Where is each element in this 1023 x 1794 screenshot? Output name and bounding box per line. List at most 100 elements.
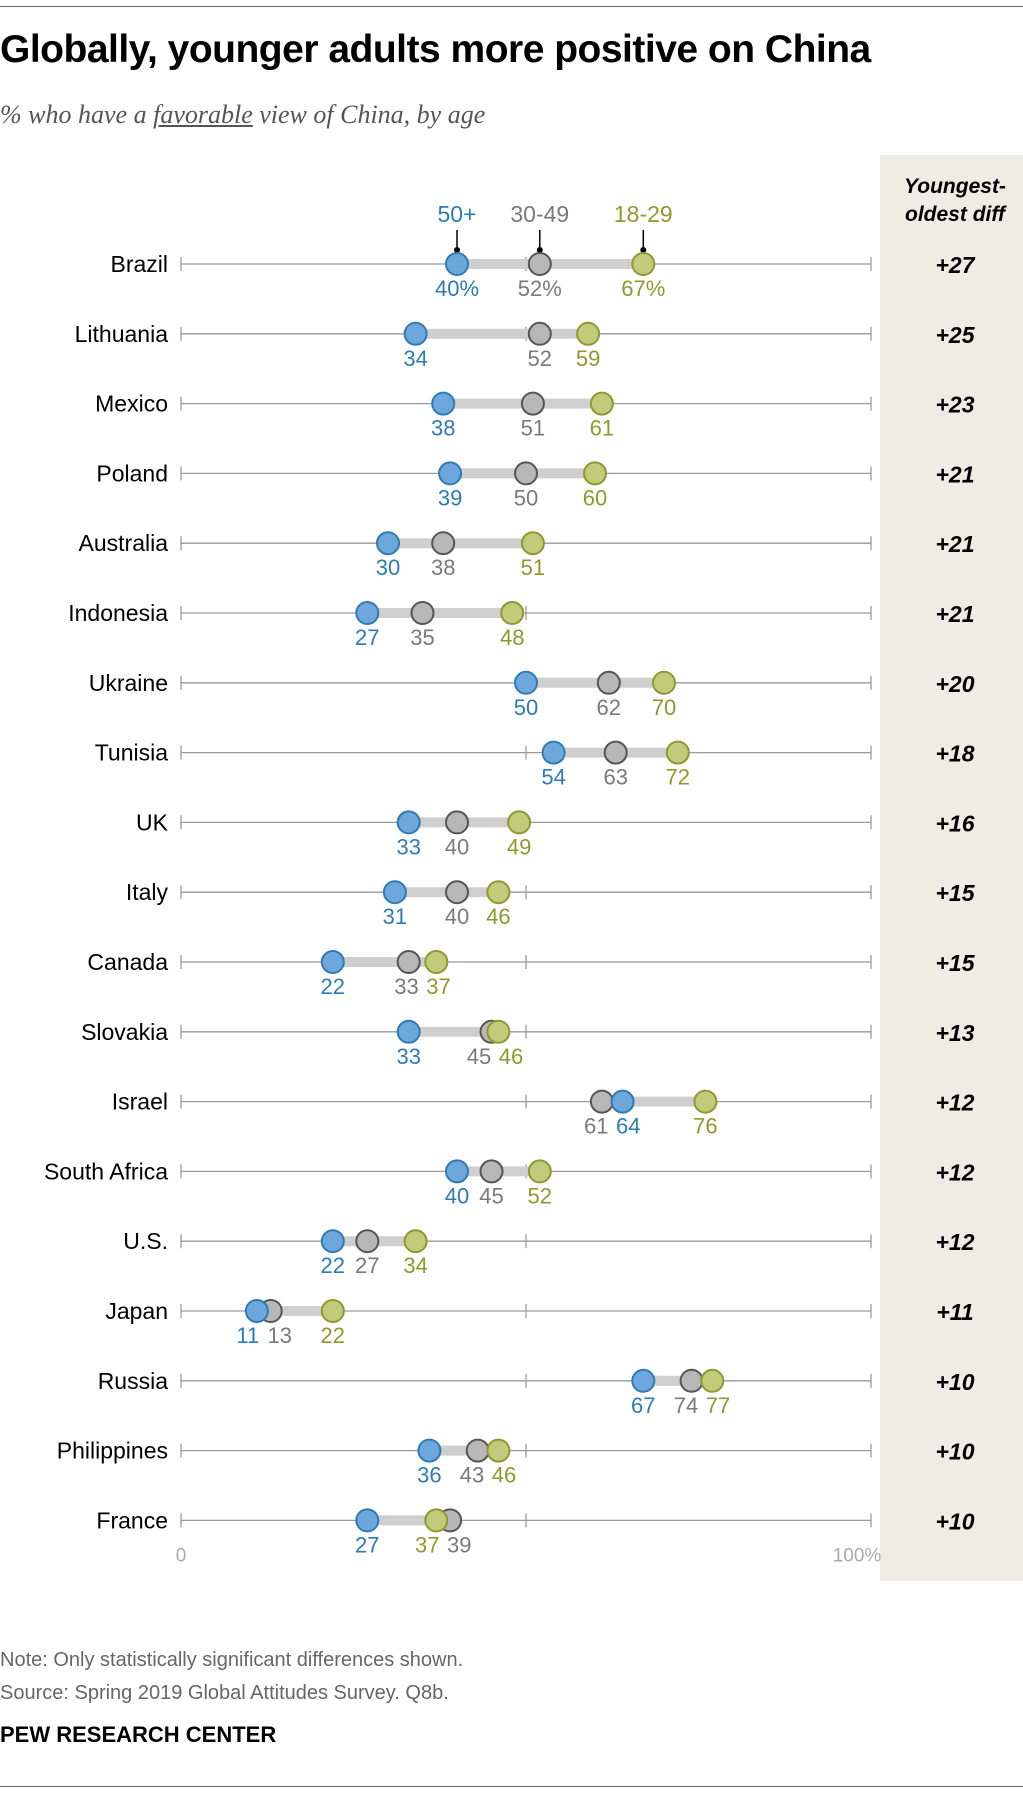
diff-value: +21 [935,461,974,487]
dot-young [424,950,449,974]
value-label-middle: 63 [603,765,627,790]
diff-value: +21 [935,601,974,627]
dot-older [355,601,380,625]
dot-older [320,1229,345,1254]
value-label-young: 60 [583,485,607,510]
value-label-middle: 52 [528,346,552,371]
dot-older [445,1159,469,1184]
dot-older [514,670,538,695]
legend-label-middle: 30-49 [510,201,569,227]
country-label: Slovakia [81,1019,168,1045]
value-label-older: 31 [383,904,407,929]
diff-header-line1: Youngest- [904,175,1006,198]
value-label-young: 48 [500,625,524,650]
dot-plot-chart: Youngest-oldest diff 0 100% Brazil 50+ 30-49 1… [44,155,1023,1581]
dot-older [631,1368,656,1393]
chart-subtitle: % who have a favorable view of China, by… [0,100,485,130]
diff-value: +23 [935,392,974,418]
value-label-older: 11 [236,1323,259,1348]
dot-young [403,1229,428,1254]
x-axis-max-label: 100% [833,1545,882,1566]
value-label-older: 22 [321,974,345,999]
value-label-young: 46 [492,1463,516,1488]
bottom-rule [0,1786,1023,1787]
value-label-middle: 38 [431,555,455,580]
subtitle-underlined: favorable [153,100,253,129]
dot-young [424,1508,449,1533]
dot-middle [431,531,456,556]
dot-middle [445,880,469,905]
country-label: Tunisia [95,740,168,766]
country-label: Japan [105,1298,168,1324]
value-label-older: 36 [417,1463,441,1488]
country-label: Canada [87,949,168,975]
dot-middle [527,252,552,276]
dot-older [244,1299,269,1323]
value-label-middle: 51 [521,416,545,441]
diff-value: +10 [935,1508,974,1534]
country-label: UK [136,809,169,835]
legend-label-young: 18-29 [614,201,673,227]
country-label: Lithuania [75,321,169,347]
value-label-middle: 33 [394,974,418,999]
dot-young [486,1438,511,1463]
dot-young [507,810,532,835]
country-label: Israel [112,1089,168,1115]
value-label-young: 49 [507,834,531,859]
dot-young [693,1089,718,1114]
dot-young [500,601,525,625]
subtitle-start: % who have a [0,100,154,129]
legend-leader-dot [536,247,543,253]
legend-leader-dot [454,247,460,253]
country-label: Ukraine [89,670,168,696]
value-label-young: 76 [693,1114,717,1139]
dot-middle [514,461,538,486]
dot-older [610,1089,635,1114]
diff-value: +12 [935,1159,974,1185]
value-label-older: 34 [403,346,427,371]
dot-young [486,1019,511,1044]
value-label-young: 77 [706,1393,730,1418]
value-label-older: 27 [355,625,379,650]
dot-older [417,1438,442,1463]
dot-older [382,880,407,905]
dot-middle [596,670,621,695]
value-label-young: 70 [652,695,676,720]
dot-young [520,531,545,556]
dot-older [320,950,345,974]
diff-header-line2: oldest diff [905,203,1007,226]
dot-middle [527,321,552,346]
value-label-young: 37 [415,1532,439,1557]
dot-young [631,252,656,276]
source-text: Source: Spring 2019 Global Attitudes Sur… [0,1682,449,1704]
top-rule [0,6,1023,7]
diff-value: +18 [935,741,974,767]
diff-value: +11 [936,1299,973,1325]
dot-middle [479,1159,504,1184]
value-label-older: 33 [396,1044,420,1069]
dot-middle [603,740,628,765]
value-label-young: 46 [486,904,510,929]
value-label-older: 40% [435,276,479,301]
value-label-middle: 50 [514,485,538,510]
value-label-young: 61 [590,416,614,441]
country-label: Russia [98,1368,169,1394]
diff-value: +10 [935,1439,974,1465]
diff-value: +12 [935,1090,974,1116]
value-label-middle: 13 [268,1323,292,1348]
org-name: PEW RESEARCH CENTER [0,1722,277,1747]
value-label-middle: 40 [445,904,469,929]
dot-middle [465,1438,490,1463]
value-label-middle: 43 [460,1463,484,1488]
value-label-middle: 45 [467,1044,491,1069]
diff-value: +15 [935,950,975,976]
value-label-older: 30 [376,555,400,580]
x-axis-min-label: 0 [176,1545,187,1566]
dot-middle [445,810,469,835]
country-label: Brazil [110,251,168,277]
value-label-young: 46 [499,1044,523,1069]
country-label: South Africa [44,1158,168,1184]
diff-value: +10 [935,1369,974,1395]
value-label-middle: 45 [479,1183,503,1208]
value-label-middle: 39 [447,1532,471,1557]
